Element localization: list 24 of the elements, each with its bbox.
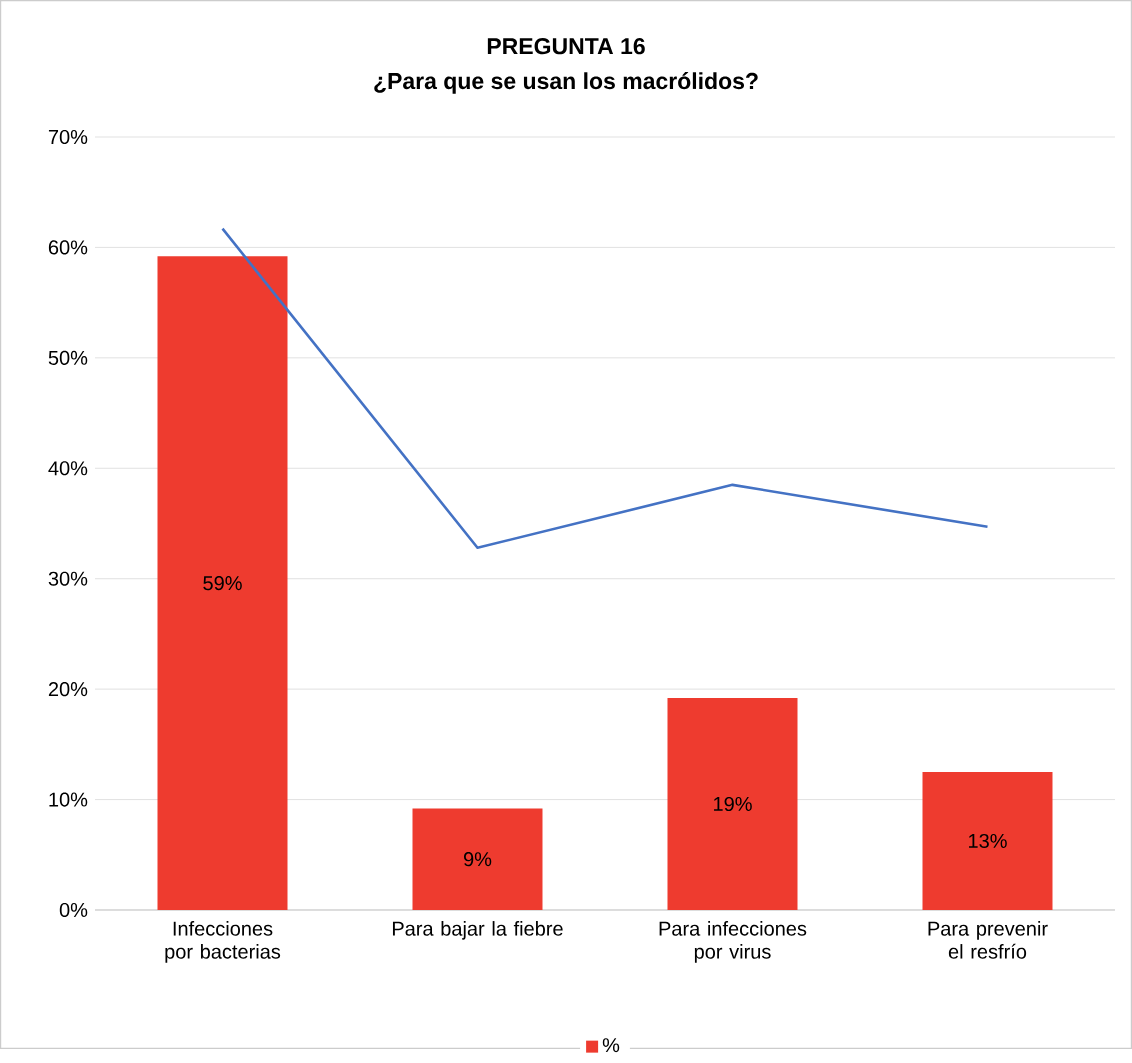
x-tick-label: Para prevenir el resfrío	[928, 921, 1048, 959]
data-label: 9%	[463, 852, 492, 867]
data-label: 19%	[714, 796, 752, 812]
data-label: 13%	[969, 833, 1007, 849]
bar	[667, 697, 798, 910]
y-tick-label: 10%	[49, 792, 88, 807]
x-tick-label: Para infecciones por virus	[659, 921, 807, 963]
data-label: 59%	[203, 576, 242, 591]
y-tick-label: 20%	[48, 682, 88, 697]
bar	[922, 771, 1053, 910]
y-tick-label: 0%	[59, 902, 88, 918]
y-tick-label: 40%	[48, 461, 88, 476]
chart-title: PREGUNTA 16	[487, 38, 645, 55]
chart-subtitle: ¿Para que se usan los macrólidos?	[374, 72, 758, 94]
y-tick-label: 30%	[48, 571, 88, 586]
x-tick-label: Infecciones por bacterias	[165, 921, 281, 963]
bar	[157, 256, 288, 910]
legend-label: %	[602, 1038, 620, 1053]
x-tick-label: Para bajar la fiebre	[392, 921, 563, 940]
y-tick-label: 70%	[48, 129, 88, 145]
line-series	[221, 227, 989, 550]
y-tick-label: 50%	[48, 350, 88, 365]
bar	[412, 808, 543, 910]
y-tick-label: 60%	[48, 240, 88, 255]
